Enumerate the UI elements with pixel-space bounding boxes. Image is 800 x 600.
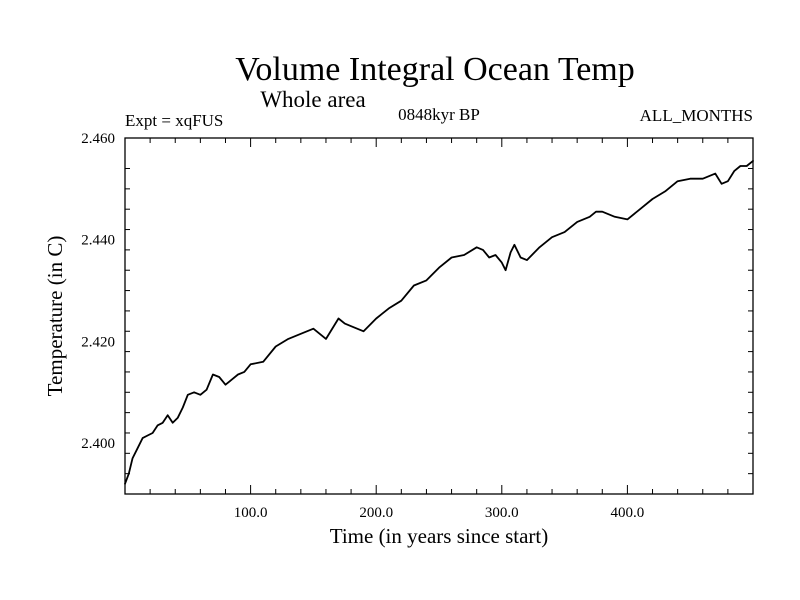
y-tick-label: 2.400 bbox=[81, 436, 115, 452]
x-tick-label: 300.0 bbox=[485, 505, 519, 521]
y-axis-label: Temperature (in C) bbox=[43, 236, 67, 397]
y-tick-label: 2.420 bbox=[81, 334, 115, 350]
chart-subtitle: Whole area bbox=[260, 87, 365, 112]
chart-title: Volume Integral Ocean Temp bbox=[235, 51, 635, 88]
x-tick-label: 100.0 bbox=[234, 505, 268, 521]
plot-area-frame bbox=[124, 137, 754, 495]
x-tick-label: 200.0 bbox=[359, 505, 393, 521]
y-axis: 2.400 2.420 2.440 2.460 bbox=[81, 131, 753, 475]
series-line bbox=[124, 159, 754, 485]
series-layer bbox=[124, 159, 754, 485]
y-tick-label: 2.460 bbox=[81, 131, 115, 147]
annotation-experiment: Expt = xqFUS bbox=[125, 111, 223, 130]
x-tick-label: 400.0 bbox=[611, 505, 645, 521]
annotation-months: ALL_MONTHS bbox=[640, 106, 753, 125]
annotation-epoch: 0848kyr BP bbox=[398, 105, 480, 124]
x-axis: 100.0 200.0 300.0 400.0 bbox=[149, 138, 729, 521]
x-axis-label: Time (in years since start) bbox=[330, 524, 549, 548]
y-tick-label: 2.440 bbox=[81, 233, 115, 249]
